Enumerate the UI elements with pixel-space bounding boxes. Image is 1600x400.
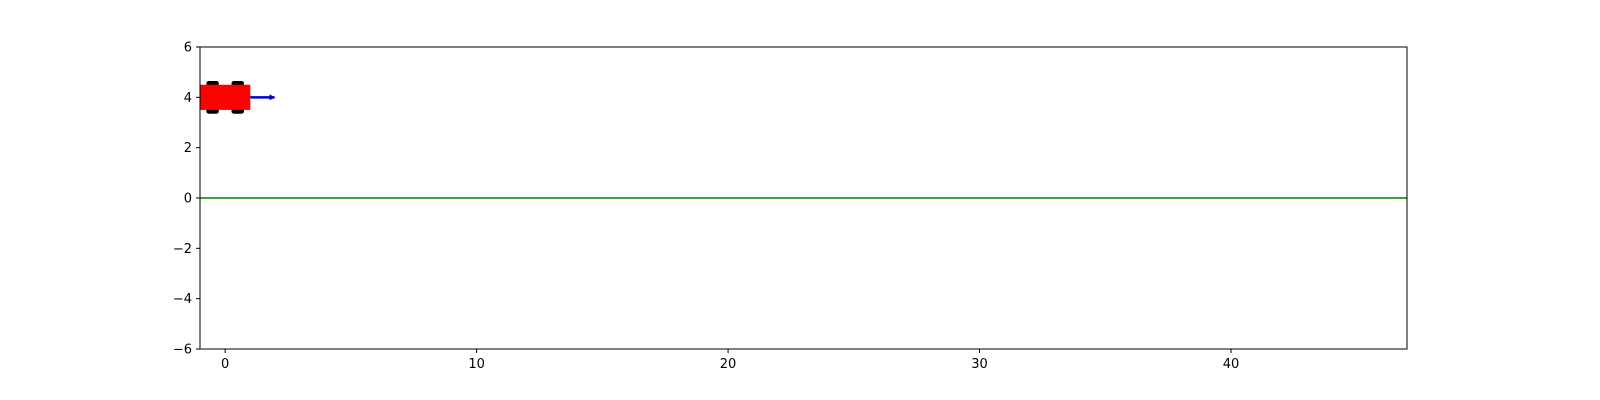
y-tick-label: −6 [173, 343, 192, 358]
x-tick-label: 20 [720, 357, 737, 372]
plot-frame [199, 46, 1408, 350]
chart-marks [200, 80, 1407, 199]
vehicle-body [200, 84, 251, 110]
y-tick-label: 4 [184, 91, 192, 106]
x-tick-label: 30 [971, 357, 988, 372]
y-tick-label: −4 [173, 292, 192, 307]
y-tick-label: 6 [184, 41, 192, 56]
x-tick-label: 10 [468, 357, 485, 372]
y-tick-label: 0 [184, 192, 192, 207]
y-tick-label: −2 [173, 242, 192, 257]
axes-group: 0 10 20 30 40 −6 −4 −2 0 2 4 6 [173, 41, 1239, 373]
x-tick-label: 0 [221, 357, 229, 372]
y-tick-label: 2 [184, 141, 192, 156]
x-tick-label: 40 [1223, 357, 1240, 372]
